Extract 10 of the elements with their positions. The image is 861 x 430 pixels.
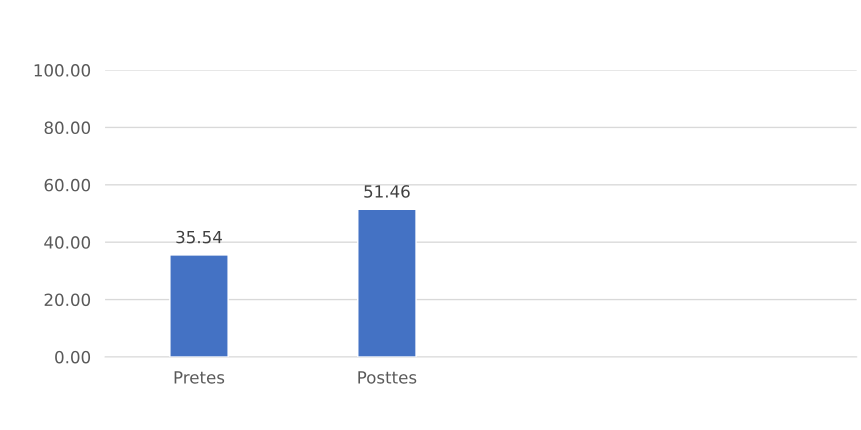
y-tick-label: 100.00 [34,64,90,77]
x-tick-label: Pretes [174,371,224,384]
data-label: 51.46 [364,185,410,198]
y-tick-label: 0.00 [55,350,90,364]
y-tick-label: 80.00 [44,121,90,134]
y-tick-label: 20.00 [44,294,90,306]
y-tick-label: 60.00 [44,178,90,192]
x-tick-label: Posttes [358,371,416,384]
y-tick-label: 40.00 [44,236,90,249]
data-label: 35.54 [176,230,222,244]
